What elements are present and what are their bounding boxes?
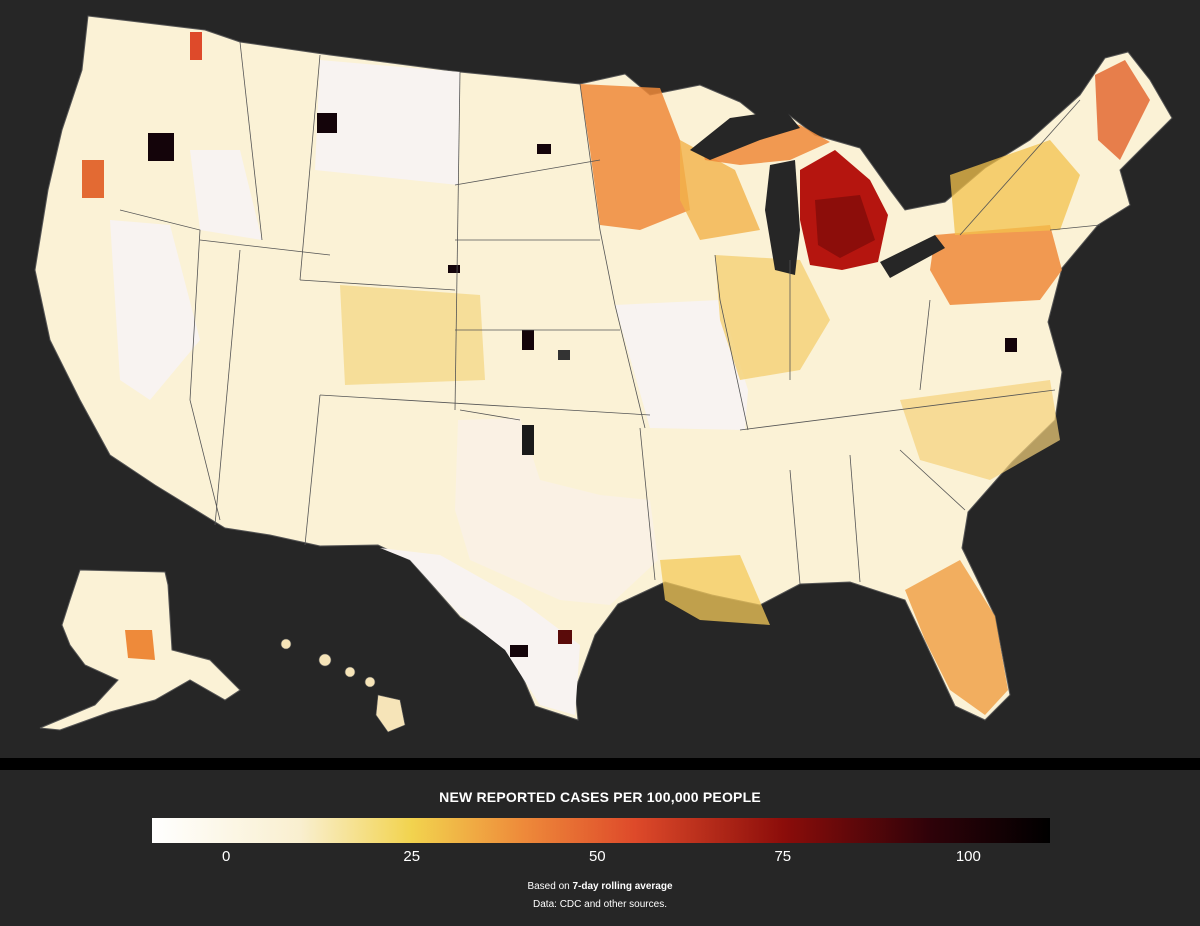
illinois-indiana-region bbox=[715, 255, 830, 380]
lake-superior bbox=[690, 110, 800, 160]
legend-tick-label: 50 bbox=[588, 848, 606, 865]
county-hotspot-texas bbox=[510, 645, 528, 657]
county-hotspot-nebraska bbox=[448, 265, 460, 273]
new-york-region bbox=[950, 140, 1080, 235]
county-hotspot-oregon-2 bbox=[82, 160, 104, 198]
county-hotspot-nd bbox=[537, 144, 551, 154]
texas-low-region bbox=[380, 548, 580, 715]
louisiana-region bbox=[660, 555, 770, 625]
pennsylvania-hotspot bbox=[930, 225, 1062, 305]
colorado-region bbox=[340, 285, 485, 385]
legend-tick-label: 100 bbox=[955, 848, 981, 865]
legend: NEW REPORTED CASES PER 100,000 PEOPLE 0 2… bbox=[0, 770, 1200, 926]
alaska-hotspot bbox=[125, 630, 155, 660]
county-hotspot-oregon bbox=[148, 133, 174, 161]
county-hotspot-virginia bbox=[1005, 338, 1017, 352]
michigan-core bbox=[815, 195, 875, 258]
county-hotspot-kansas bbox=[522, 330, 534, 350]
montana-dakota-low-region bbox=[315, 60, 460, 185]
florida-region bbox=[905, 560, 1008, 715]
county-hotspot-texas-2 bbox=[558, 630, 572, 644]
missouri-low-region bbox=[615, 300, 748, 430]
legend-tick-label: 0 bbox=[222, 848, 231, 865]
map-panel bbox=[0, 0, 1200, 758]
hawaii-islands bbox=[280, 638, 406, 733]
legend-tick-label: 75 bbox=[774, 848, 792, 865]
nevada-low-region bbox=[110, 220, 200, 400]
wisconsin-hotspot bbox=[680, 140, 760, 240]
legend-note-prefix: Based on bbox=[527, 881, 573, 892]
legend-note-bold: 7-day rolling average bbox=[572, 881, 673, 892]
us-map[interactable] bbox=[0, 0, 1200, 758]
lake-erie bbox=[880, 235, 945, 278]
lake-michigan bbox=[765, 160, 800, 275]
state-borders bbox=[119, 41, 1101, 585]
minnesota-hotspot bbox=[580, 84, 690, 230]
maine-hotspot bbox=[1095, 60, 1150, 160]
county-hotspot-kansas-2 bbox=[558, 350, 570, 360]
legend-gradient-bar bbox=[152, 818, 1050, 843]
county-hotspot-montana bbox=[317, 113, 337, 133]
county-hotspot-washington bbox=[190, 32, 202, 60]
legend-title: NEW REPORTED CASES PER 100,000 PEOPLE bbox=[439, 789, 761, 805]
legend-divider bbox=[0, 758, 1200, 770]
legend-color-scale bbox=[152, 818, 1050, 843]
legend-note: Based on 7-day rolling average bbox=[0, 881, 1200, 892]
legend-source: Data: CDC and other sources. bbox=[533, 899, 667, 910]
county-hotspot-oklahoma bbox=[522, 425, 534, 455]
idaho-low-region bbox=[190, 150, 262, 240]
texas-panhandle-low-region bbox=[455, 418, 658, 605]
legend-tick-label: 25 bbox=[403, 848, 421, 865]
